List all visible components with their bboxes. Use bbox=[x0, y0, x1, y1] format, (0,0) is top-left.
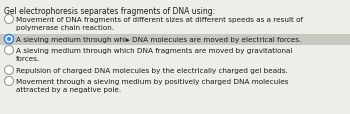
Circle shape bbox=[5, 77, 14, 86]
Text: Movement of DNA fragments of different sizes at different speeds as a result of
: Movement of DNA fragments of different s… bbox=[16, 17, 303, 30]
Text: Movement through a sieving medium by positively charged DNA molecules
attracted : Movement through a sieving medium by pos… bbox=[16, 78, 288, 92]
Circle shape bbox=[5, 46, 14, 55]
Bar bbox=[0, 35, 350, 46]
Circle shape bbox=[5, 15, 14, 24]
Text: Gel electrophoresis separates fragments of DNA using:: Gel electrophoresis separates fragments … bbox=[4, 7, 215, 16]
Text: A sieving medium through whi▸ DNA molecules are moved by electrical forces.: A sieving medium through whi▸ DNA molecu… bbox=[16, 37, 301, 43]
Circle shape bbox=[7, 37, 11, 42]
Text: A sieving medium through which DNA fragments are moved by gravitational
forces.: A sieving medium through which DNA fragm… bbox=[16, 48, 292, 61]
Circle shape bbox=[5, 66, 14, 75]
Circle shape bbox=[5, 35, 14, 44]
Text: Repulsion of charged DNA molecules by the electrically charged gel beads.: Repulsion of charged DNA molecules by th… bbox=[16, 67, 288, 73]
